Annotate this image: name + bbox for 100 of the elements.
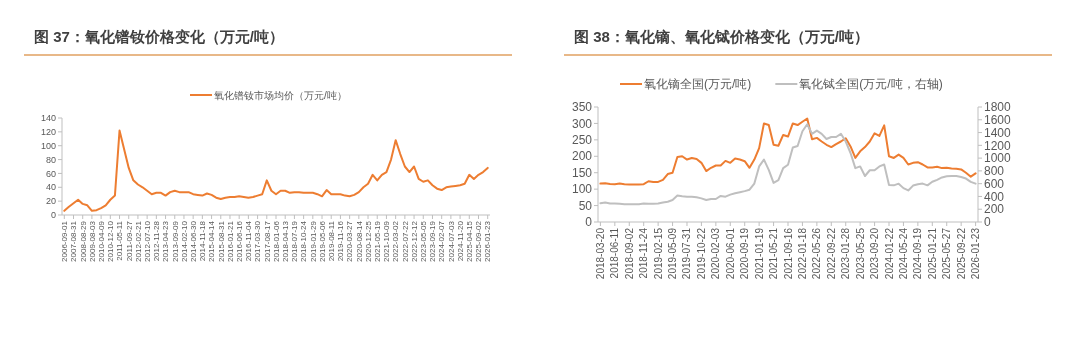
x-tick-label: 2024-02-07 [437,220,447,262]
legend-label: 氧化镝全国(万元/吨) [644,77,752,92]
x-tick-label: 2020-06-01 [724,227,736,280]
x-tick-label: 2015-04-14 [207,220,217,262]
x-tick-label: 2025-04-15 [465,220,475,262]
x-tick-label: 2022-01-18 [796,227,808,280]
x-tick-label: 2013-09-09 [170,220,180,262]
x-tick-label: 2006-09-01 [60,220,70,262]
y2-tick-label: 200 [984,202,1005,217]
y2-tick-label: 400 [984,189,1005,204]
x-tick-label: 2018-01-06 [271,220,281,262]
x-tick-label: 2022-03-02 [391,220,401,262]
y-tick-label: 300 [571,116,593,131]
x-tick-label: 2019-02-15 [652,227,664,280]
x-tick-label: 2024-05-24 [897,227,909,280]
x-tick-label: 2016-01-21 [225,220,235,262]
y2-tick-label: 1600 [984,112,1012,127]
x-tick-label: 2007-08-31 [69,220,79,262]
x-tick-label: 2025-05-27 [941,227,953,280]
y2-tick-label: 1000 [984,151,1012,166]
x-tick-label: 2018-10-24 [299,220,309,262]
x-tick-label: 2019-05-06 [317,220,327,262]
x-tick-label: 2017-03-30 [253,220,263,262]
x-tick-label: 2021-05-19 [373,220,383,262]
x-tick-label: 2021-10-09 [382,220,392,262]
x-tick-label: 2014-06-30 [188,220,198,262]
x-tick-label: 2011-05-11 [115,220,125,261]
y-tick-label: 250 [571,133,593,148]
y-tick-label: 80 [45,154,56,165]
x-tick-label: 2019-07-31 [681,227,693,280]
y2-tick-label: 1800 [984,100,1012,115]
x-tick-label: 2026-01-23 [483,220,493,262]
x-tick-label: 2020-12-25 [363,220,373,262]
x-tick-label: 2018-09-02 [623,227,635,280]
x-tick-label: 2018-07-19 [290,220,300,262]
x-tick-label: 2010-04-09 [96,220,106,262]
x-tick-label: 2018-06-11 [609,227,621,279]
y-tick-label: 150 [571,165,593,180]
x-tick-label: 2017-08-17 [262,220,272,262]
x-tick-label: 2020-09-19 [739,227,751,280]
y-tick-label: 0 [50,210,56,221]
x-tick-label: 2024-09-19 [912,227,924,280]
x-tick-label: 2024-07-03 [446,220,456,262]
x-tick-label: 2021-05-21 [768,227,780,280]
legend-label: 氧化镨钕市场均价（万元/吨） [214,89,347,101]
x-tick-label: 2019-08-11 [327,220,337,262]
x-tick-label: 2022-09-22 [825,227,837,280]
x-tick-label: 2015-08-31 [216,220,226,262]
x-tick-label: 2019-10-22 [695,227,707,280]
x-tick-label: 2016-06-16 [234,220,244,262]
y-tick-label: 0 [585,215,593,230]
x-tick-label: 2020-03-27 [345,220,355,262]
x-tick-label: 2012-02-21 [133,220,143,262]
y-tick-label: 40 [45,182,56,193]
y2-tick-label: 1400 [984,125,1012,140]
x-tick-label: 2009-08-03 [87,220,97,262]
x-tick-label: 2012-11-28 [152,220,162,262]
y-tick-label: 350 [571,100,593,115]
chart-title: 图 38：氧化镝、氧化铽价格变化（万元/吨） [574,28,870,45]
x-tick-label: 2022-05-26 [811,227,823,280]
x-tick-label: 2019-11-16 [336,220,346,262]
y-tick-label: 120 [40,127,56,138]
y-tick-label: 200 [571,149,593,164]
x-tick-label: 2023-05-25 [854,227,866,280]
x-tick-label: 2020-02-03 [710,227,722,280]
x-tick-label: 2014-02-10 [179,220,189,262]
x-tick-label: 2014-11-18 [198,220,208,262]
x-tick-label: 2016-11-04 [244,220,254,262]
x-tick-label: 2019-05-09 [667,227,679,280]
y-tick-label: 140 [40,113,56,124]
x-tick-label: 2019-01-29 [308,220,318,262]
chart-title: 图 37：氧化镨钕价格变化（万元/吨） [34,28,285,45]
x-tick-label: 2022-07-22 [400,220,410,262]
x-tick-label: 2020-08-14 [354,220,364,262]
x-tick-label: 2023-09-19 [428,220,438,262]
x-tick-label: 2021-09-16 [782,227,794,280]
x-tick-label: 2025-01-21 [926,227,938,280]
y-tick-label: 50 [578,198,593,213]
legend-label: 氧化铽全国(万元/吨，右轴) [799,77,943,92]
x-tick-label: 2013-04-23 [161,220,171,262]
x-tick-label: 2023-01-28 [840,227,852,280]
x-tick-label: 2011-09-27 [124,220,134,262]
x-tick-label: 2018-03-20 [594,227,606,280]
x-tick-label: 2023-09-20 [869,227,881,280]
x-tick-label: 2008-08-29 [78,220,88,262]
y2-tick-label: 1200 [984,138,1012,153]
x-tick-label: 2026-01-23 [970,227,982,280]
x-tick-label: 2010-12-10 [106,220,116,262]
y-tick-label: 100 [40,140,56,151]
x-tick-label: 2025-09-22 [955,227,967,280]
x-tick-label: 2023-05-05 [419,220,429,262]
x-tick-label: 2022-12-12 [409,220,419,262]
x-tick-label: 2024-11-20 [455,220,465,262]
y-tick-label: 60 [45,168,56,179]
y2-tick-label: 800 [984,164,1005,179]
x-tick-label: 2018-11-24 [638,227,650,279]
x-tick-label: 2021-01-19 [753,227,765,280]
x-tick-label: 2012-07-10 [142,220,152,262]
y-tick-label: 20 [45,196,56,207]
y-tick-label: 100 [571,182,593,197]
